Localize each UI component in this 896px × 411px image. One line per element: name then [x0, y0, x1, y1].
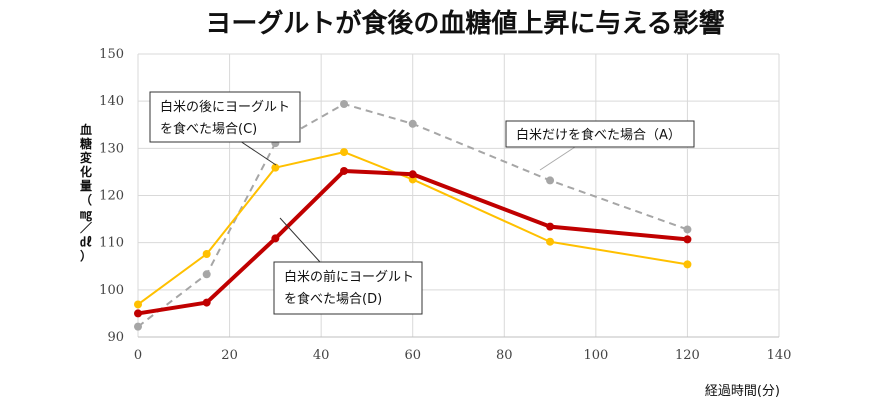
data-point-D: [408, 170, 417, 179]
y-tick-label: 140: [99, 94, 124, 109]
data-point-C: [683, 260, 692, 269]
callout-label: を食べた場合(C): [160, 121, 257, 137]
y-tick-label: 100: [99, 283, 124, 298]
callout-box: [505, 120, 695, 148]
y-axis-label-char: 血: [80, 122, 92, 137]
data-point-A: [408, 119, 417, 128]
data-point-D: [683, 235, 692, 244]
data-point-A: [683, 225, 692, 234]
callout-leader-line: [239, 140, 277, 166]
data-point-D: [202, 298, 211, 307]
callout-leader-line: [539, 146, 576, 171]
x-tick-label: 40: [313, 348, 330, 363]
y-axis-label-char: ／: [80, 220, 92, 235]
y-axis-label-char: ㎗: [80, 234, 92, 249]
y-axis-label-char: ㎎: [80, 207, 92, 222]
y-tick-label: 90: [107, 330, 124, 345]
series-D: [134, 166, 692, 318]
callout-label: 白米の後にヨーグルト: [160, 99, 290, 115]
callout-label: 白米だけを食べた場合（A）: [516, 127, 681, 143]
callout-box: [273, 261, 423, 315]
series: [134, 99, 692, 331]
data-point-A: [546, 176, 555, 185]
x-tick-label: 120: [675, 348, 700, 363]
x-tick-label: 140: [767, 348, 792, 363]
data-point-D: [546, 222, 555, 231]
data-point-C: [340, 148, 349, 157]
callout-label: 白米の前にヨーグルト: [284, 269, 414, 285]
y-axis-label-char: 化: [80, 164, 92, 179]
x-axis-label: 経過時間(分): [705, 384, 780, 399]
x-tick-label: 60: [404, 348, 421, 363]
x-tick-label: 20: [221, 348, 238, 363]
x-tick-label: 0: [134, 348, 142, 363]
y-axis-label-char: （: [80, 192, 92, 207]
data-point-C: [546, 237, 555, 246]
chart-title: ヨーグルトが食後の血糖値上昇に与える影響: [205, 8, 724, 39]
x-tick-label: 80: [496, 348, 513, 363]
tick-labels: 90 100 110 120 130 140 150 0 20 40 60 80 100 120 140: [99, 47, 791, 363]
callout-label: を食べた場合(D): [284, 291, 382, 307]
data-point-A: [134, 322, 142, 331]
callout-box: [149, 91, 301, 143]
y-tick-label: 130: [99, 141, 124, 156]
y-axis-label-char: 変: [80, 150, 93, 165]
x-tick-label: 100: [583, 348, 608, 363]
y-tick-label: 110: [99, 236, 124, 251]
y-axis-label-char: ）: [80, 248, 92, 263]
data-point-A: [340, 99, 349, 108]
data-point-C: [271, 163, 280, 172]
data-point-D: [134, 309, 142, 318]
callout-leader-line: [279, 217, 321, 263]
data-point-D: [340, 166, 349, 175]
y-axis-label-char: 量: [80, 179, 92, 193]
data-point-D: [271, 234, 280, 243]
y-tick-label: 120: [99, 189, 124, 204]
y-tick-label: 150: [99, 47, 124, 62]
callout-A: 白米だけを食べた場合（A）: [505, 120, 695, 171]
data-point-C: [202, 249, 211, 258]
y-axis-label-char: 糖: [80, 136, 92, 151]
data-point-A: [202, 270, 211, 279]
data-point-C: [134, 300, 142, 309]
